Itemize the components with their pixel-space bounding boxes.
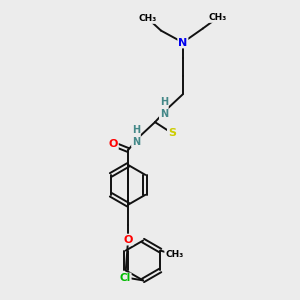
Text: Cl: Cl bbox=[119, 273, 131, 284]
Text: H
N: H N bbox=[132, 125, 140, 147]
Text: N: N bbox=[178, 38, 188, 47]
Text: CH₃: CH₃ bbox=[208, 13, 227, 22]
Text: CH₃: CH₃ bbox=[139, 14, 157, 23]
Text: O: O bbox=[109, 139, 118, 149]
Text: H
N: H N bbox=[160, 98, 168, 119]
Text: O: O bbox=[123, 235, 133, 244]
Text: CH₃: CH₃ bbox=[165, 250, 183, 259]
Text: S: S bbox=[168, 128, 176, 138]
